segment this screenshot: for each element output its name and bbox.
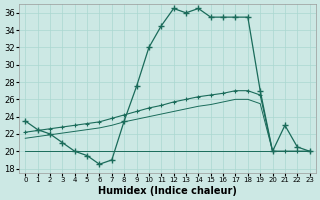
X-axis label: Humidex (Indice chaleur): Humidex (Indice chaleur) — [98, 186, 237, 196]
